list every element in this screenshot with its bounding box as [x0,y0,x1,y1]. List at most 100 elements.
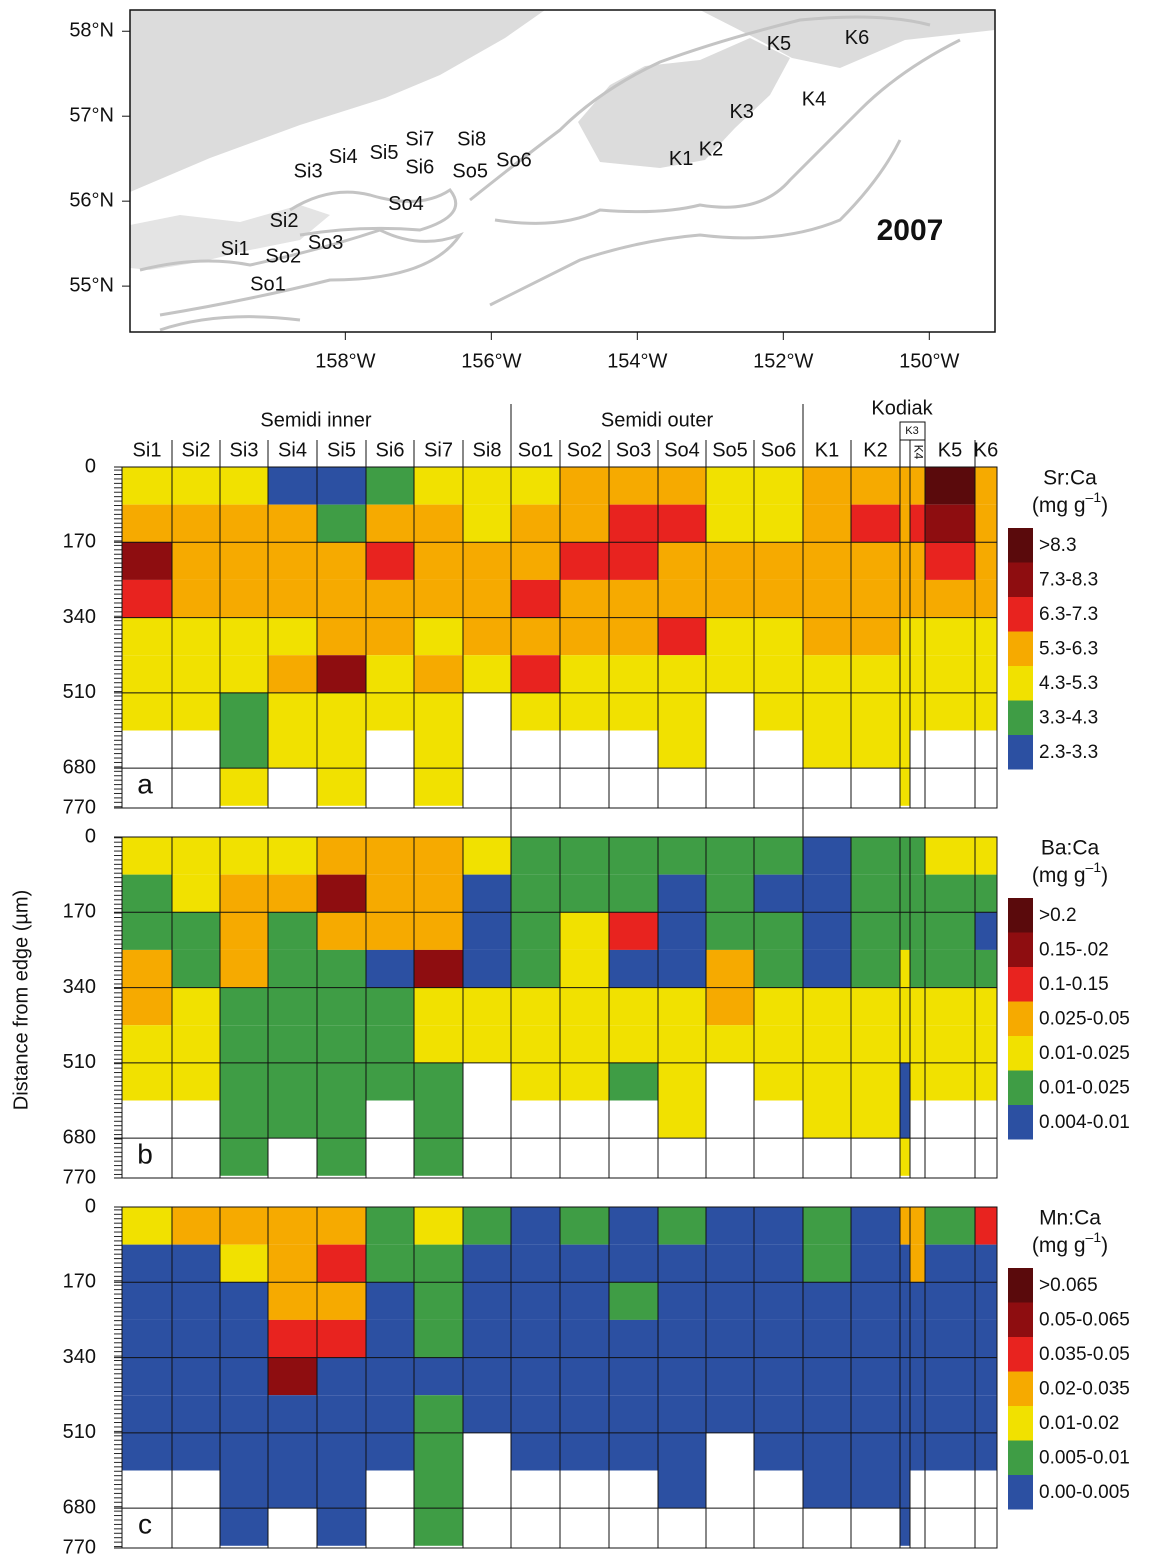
heatmap-cell [803,1244,851,1283]
heatmap-cell [220,1319,268,1358]
heatmap-cell [414,768,463,806]
legend-swatch [1008,1036,1033,1071]
heatmap-cell [511,617,560,656]
heatmap-cell [609,542,658,580]
heatmap-cell [851,579,900,618]
heatmap-cell [975,1025,997,1063]
heatmap-cell [268,1100,317,1139]
heatmap-cell [122,655,172,693]
heatmap-cell [414,949,463,988]
heatmap-cell [220,1138,268,1176]
heatmap-cell [317,1207,366,1245]
heatmap-cell [803,1100,851,1139]
heatmap-cell [975,1207,997,1245]
unit-text: ) [1101,864,1108,887]
heatmap-cell [317,579,366,618]
heatmap-cell [803,579,851,618]
heatmap-cell [851,1025,900,1063]
heatmap-cell [463,1244,511,1283]
heatmap-cell [609,1395,658,1433]
station-label: Si8 [473,439,502,461]
heatmap-cell [851,1100,900,1139]
heatmap-cell [803,912,851,950]
heatmap-cell [910,1025,925,1063]
heatmap-cell [900,949,910,988]
heatmap-cell [803,617,851,656]
y-tick-label: 0 [85,825,96,847]
heatmap-cell [317,1244,366,1283]
heatmap-cell [172,1432,220,1471]
heatmap-cell [463,874,511,913]
heatmap-cell [754,467,803,505]
heatmap-cell [851,949,900,988]
station-label: Si2 [182,439,211,461]
heatmap-cell [172,542,220,580]
heatmap-cell [366,1319,414,1358]
legend-unit: (mg g–1) [1032,859,1108,887]
heatmap-cell [366,987,414,1026]
heatmap-cell [706,467,754,505]
heatmap-cell [122,912,172,950]
heatmap-cell [706,1395,754,1433]
heatmap-cell [122,1244,172,1283]
station-label: Si5 [327,439,356,461]
heatmap-cell [609,874,658,913]
heatmap-cell [975,912,997,950]
heatmap-cell [658,987,706,1026]
legend-swatch [1008,1371,1033,1406]
station-label: Si6 [376,439,405,461]
heatmap-cell [366,579,414,618]
station-label: K6 [845,27,869,49]
heatmap-cell [975,1432,997,1471]
station-label: So5 [452,161,488,183]
heatmap-cell [658,837,706,875]
heatmap-cell [754,579,803,618]
heatmap-cell [511,987,560,1026]
heatmap-cell [317,1470,366,1509]
heatmap-cell [172,912,220,950]
heatmap-cell [609,837,658,875]
legend-label: 0.00-0.005 [1039,1482,1130,1503]
station-label: Si5 [370,142,399,164]
heatmap-cell [220,1432,268,1471]
heatmap-cell [511,1432,560,1471]
station-label: So2 [567,439,603,461]
heatmap-cell [975,579,997,618]
y-tick-label: 770 [63,1166,96,1188]
heatmap-cell [925,1395,975,1433]
heatmap-cell [220,467,268,505]
heatmap-cell [172,655,220,693]
legend-label: 0.05-0.065 [1039,1310,1130,1331]
group-label: Semidi inner [260,409,372,431]
legend-label: >0.065 [1039,1275,1098,1296]
heatmap-cells [122,1207,997,1546]
station-label: K2 [863,439,887,461]
heatmap-cell [706,1244,754,1283]
heatmap-cell [910,987,925,1026]
heatmap-cell [706,987,754,1026]
heatmap-cell [925,1062,975,1101]
y-axis-label: Distance from edge (µm) [10,890,32,1110]
y-tick-label: 680 [63,1496,96,1518]
station-label: Si2 [270,210,299,232]
heatmap-cell [220,692,268,731]
heatmap-cell [900,1432,910,1471]
heatmap-cell [900,1508,910,1546]
heatmap-cell [366,1207,414,1245]
heatmap-cell [900,1100,910,1139]
heatmap-cell [803,837,851,875]
heatmap-cell [975,1319,997,1358]
heatmap-cell [268,692,317,731]
heatmap-cell [268,617,317,656]
heatmap-cell [754,504,803,543]
heatmap-cell [366,467,414,505]
heatmap-cell [366,912,414,950]
heatmap-cell [220,617,268,656]
heatmap-cell [803,1432,851,1471]
heatmap-cell [851,542,900,580]
heatmap-cell [122,692,172,731]
heatmap-cell [122,1432,172,1471]
heatmap-cell [925,542,975,580]
heatmap-cell [172,1025,220,1063]
heatmap-cell [658,467,706,505]
